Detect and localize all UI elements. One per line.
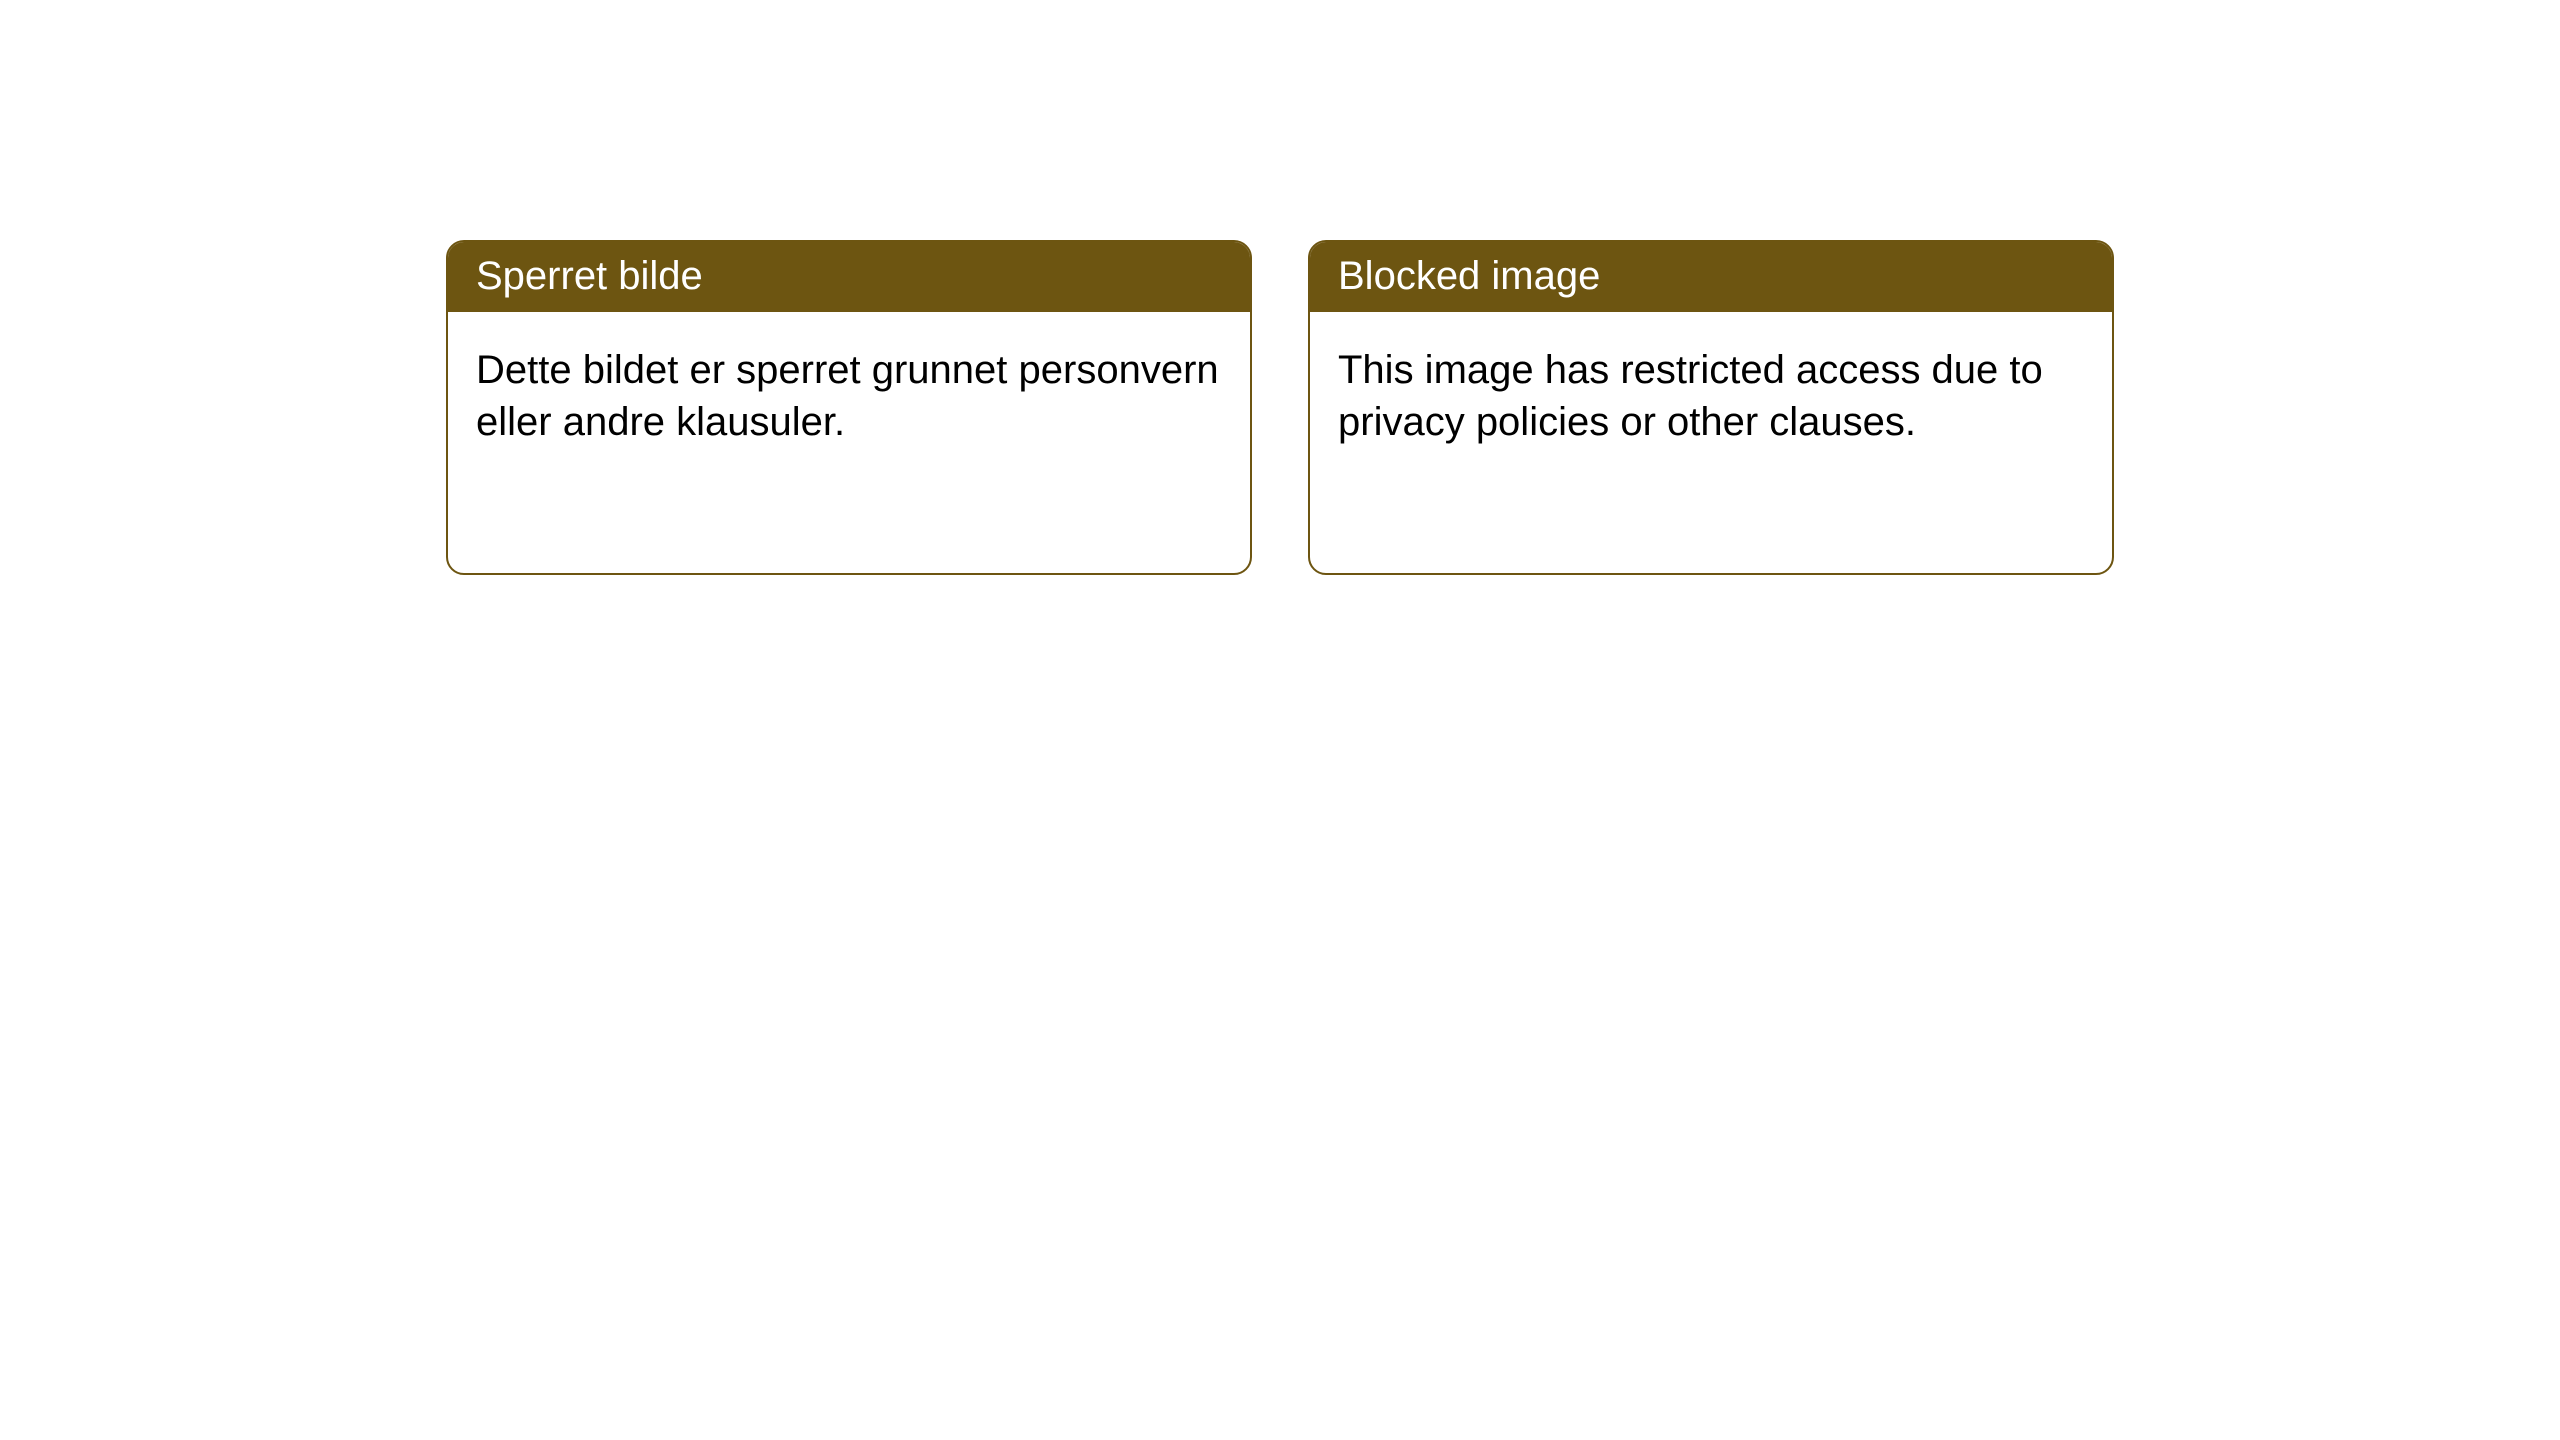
card-english: Blocked image This image has restricted … (1308, 240, 2114, 575)
card-title-english: Blocked image (1338, 254, 1600, 298)
card-body-english: This image has restricted access due to … (1310, 312, 2112, 481)
card-text-norwegian: Dette bildet er sperret grunnet personve… (476, 348, 1219, 444)
card-text-english: This image has restricted access due to … (1338, 348, 2043, 444)
card-header-norwegian: Sperret bilde (448, 242, 1250, 312)
card-header-english: Blocked image (1310, 242, 2112, 312)
card-body-norwegian: Dette bildet er sperret grunnet personve… (448, 312, 1250, 481)
cards-container: Sperret bilde Dette bildet er sperret gr… (446, 240, 2114, 575)
card-title-norwegian: Sperret bilde (476, 254, 703, 298)
card-norwegian: Sperret bilde Dette bildet er sperret gr… (446, 240, 1252, 575)
